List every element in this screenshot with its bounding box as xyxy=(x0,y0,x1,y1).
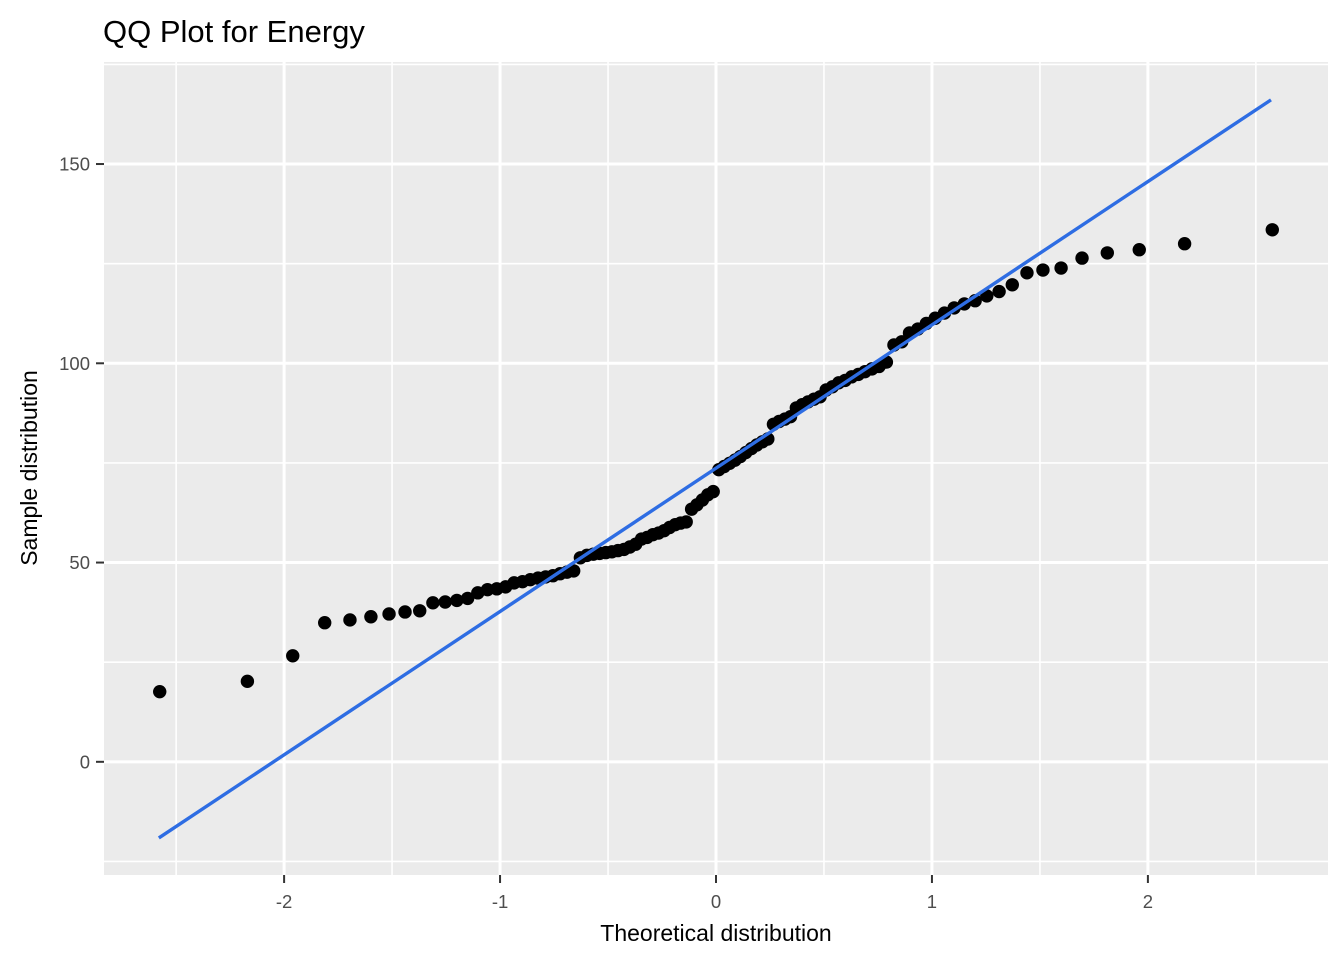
qq-point xyxy=(1100,246,1114,260)
qq-point xyxy=(438,595,452,609)
qq-point xyxy=(679,515,693,529)
qq-point xyxy=(706,484,720,499)
qq-point xyxy=(398,605,412,619)
x-tick-label: -1 xyxy=(492,891,508,912)
qq-point xyxy=(1177,237,1192,251)
qq-point xyxy=(318,616,332,630)
qq-point xyxy=(1054,261,1068,275)
qq-point xyxy=(460,591,475,606)
y-axis-title: Sample distribution xyxy=(16,370,42,566)
x-tick-label: 2 xyxy=(1143,891,1153,912)
qq-point xyxy=(566,564,581,578)
qq-point xyxy=(992,284,1006,299)
axis-ticks-and-labels: -2 -1 0 1 2 0 50 100 150 xyxy=(59,154,1153,912)
grid-lines xyxy=(104,62,1328,875)
qq-point xyxy=(1132,243,1146,257)
qq-point xyxy=(1075,251,1089,265)
qq-point xyxy=(426,596,440,610)
qq-point xyxy=(382,607,396,621)
qq-point xyxy=(153,684,167,699)
qq-reference-line xyxy=(157,98,1272,840)
y-tick-label: 150 xyxy=(59,154,90,175)
qq-point xyxy=(343,613,357,627)
qq-point xyxy=(413,604,427,618)
qq-point xyxy=(450,593,464,608)
qq-point xyxy=(1020,266,1034,280)
qq-point xyxy=(1265,223,1279,237)
y-tick-label: 100 xyxy=(59,353,90,374)
x-tick-label: 0 xyxy=(711,891,721,912)
y-tick-label: 50 xyxy=(69,552,90,573)
x-tick-label: -2 xyxy=(276,891,292,912)
qq-point xyxy=(364,610,378,624)
qq-point xyxy=(240,674,255,689)
qq-point xyxy=(1036,263,1050,277)
y-tick-label: 0 xyxy=(80,751,90,772)
x-tick-label: 1 xyxy=(927,891,937,912)
plot-title: QQ Plot for Energy xyxy=(103,14,365,49)
qq-points xyxy=(153,223,1279,699)
qq-point xyxy=(286,649,300,663)
x-axis-title: Theoretical distribution xyxy=(600,920,831,946)
qq-point xyxy=(1005,278,1019,292)
